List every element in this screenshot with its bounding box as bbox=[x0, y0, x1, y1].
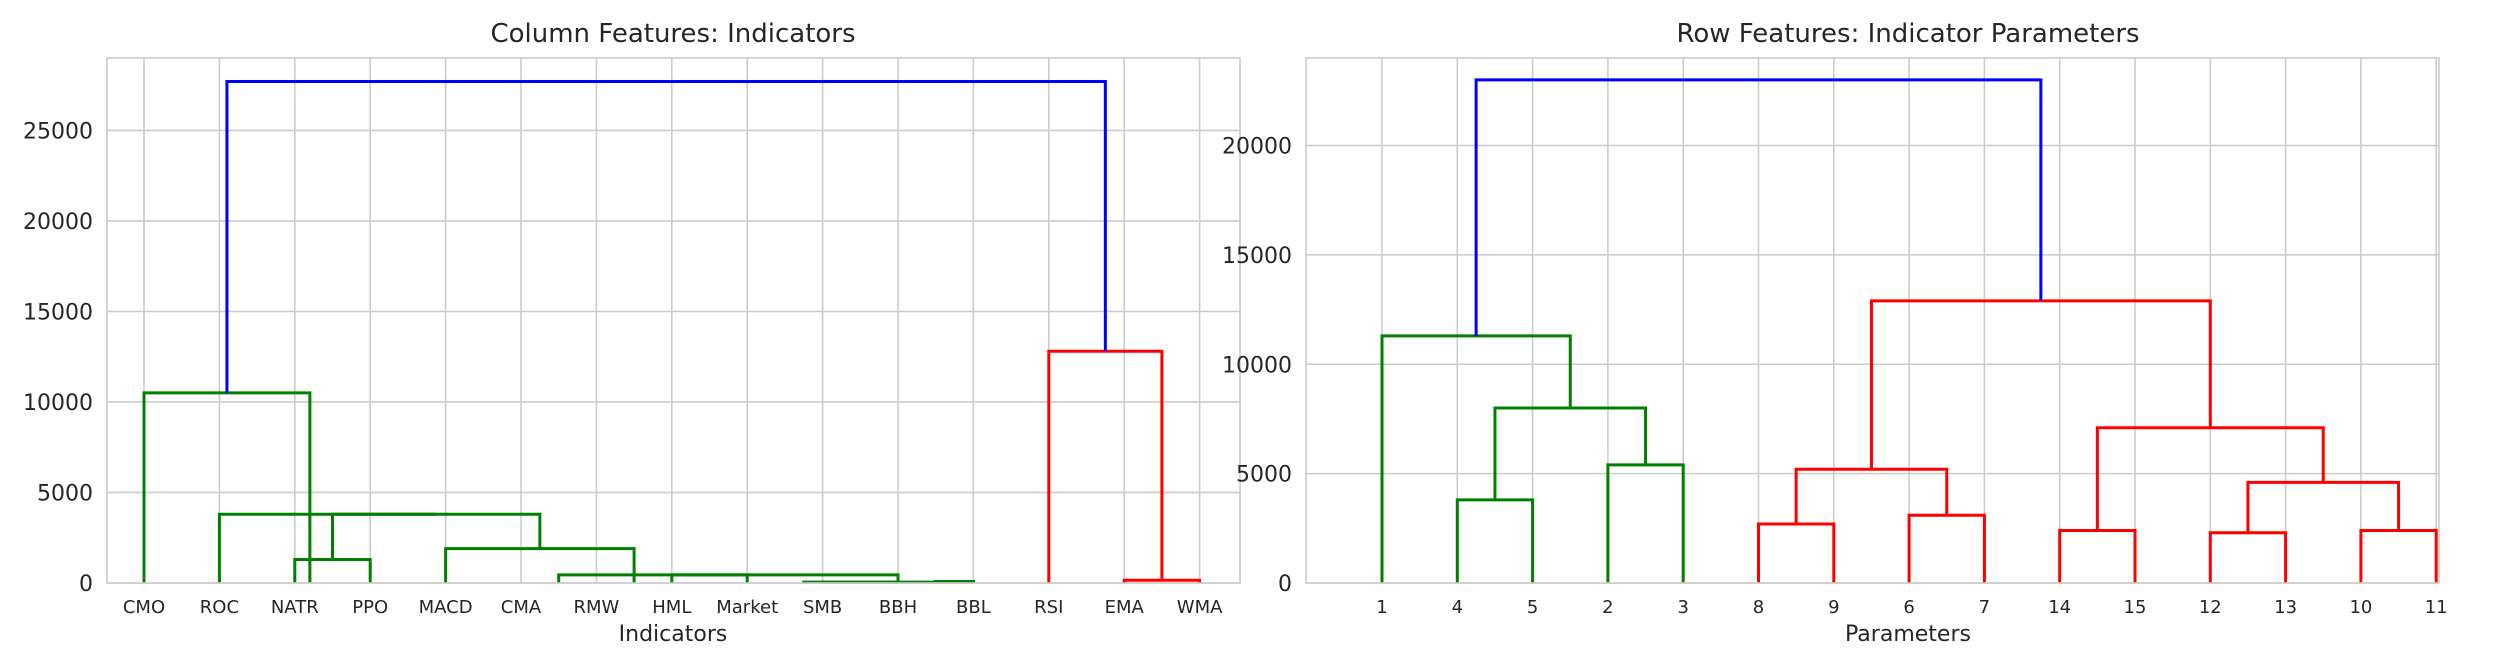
x-tick-label: 11 bbox=[2425, 597, 2448, 618]
x-tick-label: 9 bbox=[1828, 597, 1839, 618]
dendrogram-links bbox=[1380, 78, 2438, 583]
dendrogram-link bbox=[142, 391, 312, 583]
x-tick-labels: CMO ROC NATR PPO MACD CMA RMW HML Market SMB BBH BB… bbox=[123, 597, 1223, 618]
y-tick-label: 20000 bbox=[23, 210, 93, 235]
y-tick-label: 5000 bbox=[1236, 463, 1292, 488]
chart-panel-indicators: Column Features: Indicators 0 5000 10000 15… bbox=[23, 19, 1241, 647]
x-tick-label: 1 bbox=[1376, 597, 1387, 618]
dendrogram-link bbox=[1380, 334, 1572, 583]
chart-title: Column Features: Indicators bbox=[490, 19, 855, 49]
dendrogram-link bbox=[2095, 426, 2325, 531]
x-tick-label: BBL bbox=[956, 597, 991, 618]
x-tick-label: RMW bbox=[573, 597, 619, 618]
plot-frame bbox=[106, 57, 1241, 584]
x-tick-label: ROC bbox=[200, 597, 239, 618]
x-tick-label: CMO bbox=[123, 597, 165, 618]
x-tick-label: 6 bbox=[1903, 597, 1914, 618]
y-tick-label: 15000 bbox=[23, 300, 93, 325]
x-tick-label: 4 bbox=[1452, 597, 1463, 618]
y-tick-label: 0 bbox=[79, 572, 93, 597]
x-tick-label: 12 bbox=[2199, 597, 2222, 618]
y-tick-label: 25000 bbox=[23, 119, 93, 144]
y-tick-labels: 0 5000 10000 15000 20000 25000 bbox=[23, 119, 93, 597]
x-tick-label: 7 bbox=[1979, 597, 1990, 618]
x-tick-labels: 1 4 5 2 3 8 9 6 7 14 15 12 13 10 11 bbox=[1376, 597, 2447, 618]
dendrogram-link bbox=[225, 80, 1107, 393]
dendrogram-link bbox=[1757, 522, 1836, 583]
x-tick-label: PPO bbox=[352, 597, 388, 618]
x-tick-label: CMA bbox=[501, 597, 542, 618]
y-tick-label: 10000 bbox=[23, 391, 93, 416]
dendrogram-link bbox=[1869, 299, 2212, 470]
dendrogram-link bbox=[293, 557, 372, 583]
dendrogram-link bbox=[1907, 513, 1986, 583]
chart-title: Row Features: Indicator Parameters bbox=[1676, 19, 2139, 49]
dendrogram-link bbox=[1474, 78, 2043, 336]
x-tick-label: 8 bbox=[1753, 597, 1764, 618]
y-tick-label: 0 bbox=[1278, 572, 1292, 597]
x-tick-label: 15 bbox=[2124, 597, 2147, 618]
x-axis-label: Indicators bbox=[619, 622, 728, 647]
x-tick-label: Market bbox=[716, 597, 778, 618]
x-tick-label: 2 bbox=[1602, 597, 1613, 618]
y-tick-label: 15000 bbox=[1222, 244, 1292, 269]
x-tick-label: NATR bbox=[271, 597, 319, 618]
x-tick-label: 10 bbox=[2349, 597, 2372, 618]
x-tick-label: SMB bbox=[803, 597, 842, 618]
x-tick-label: 13 bbox=[2274, 597, 2297, 618]
dendrogram-link bbox=[1047, 349, 1164, 583]
y-tick-labels: 0 5000 10000 15000 20000 bbox=[1222, 135, 1292, 598]
x-tick-label: 5 bbox=[1527, 597, 1538, 618]
x-tick-label: EMA bbox=[1105, 597, 1145, 618]
x-tick-label: MACD bbox=[419, 597, 473, 618]
dendrogram-link bbox=[557, 573, 900, 583]
x-tick-label: BBH bbox=[879, 597, 917, 618]
x-tick-label: 3 bbox=[1677, 597, 1688, 618]
dendrogram-link bbox=[217, 512, 437, 583]
x-tick-label: WMA bbox=[1177, 597, 1223, 618]
y-tick-label: 10000 bbox=[1222, 353, 1292, 378]
plot-frame bbox=[1305, 57, 2440, 584]
x-tick-label: HML bbox=[652, 597, 691, 618]
x-tick-label: RSI bbox=[1034, 597, 1063, 618]
chart-panel-parameters: Row Features: Indicator Parameters 0 5000… bbox=[1222, 19, 2448, 647]
x-tick-label: 14 bbox=[2048, 597, 2071, 618]
y-tick-label: 5000 bbox=[37, 481, 93, 506]
dendrogram-link bbox=[2208, 531, 2288, 583]
y-tick-label: 20000 bbox=[1222, 135, 1292, 160]
x-axis-label: Parameters bbox=[1845, 622, 1971, 647]
